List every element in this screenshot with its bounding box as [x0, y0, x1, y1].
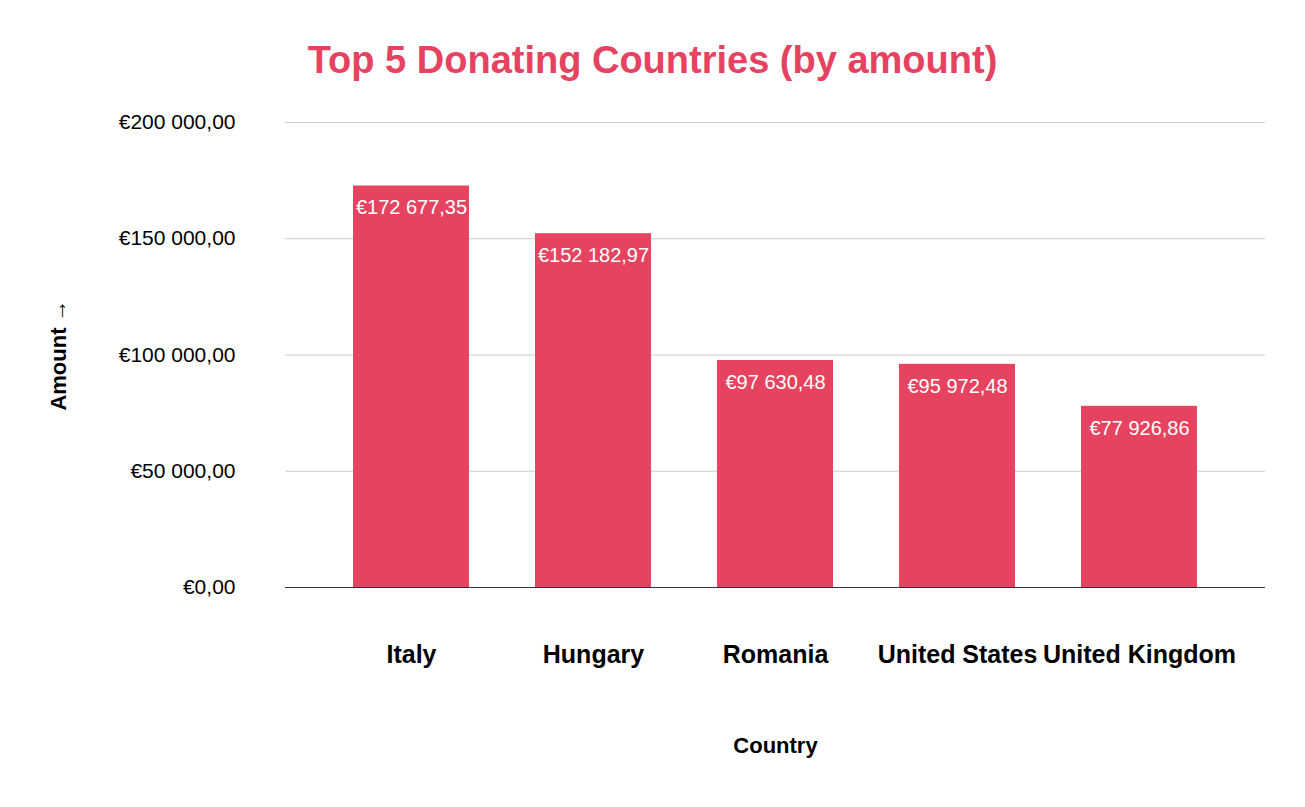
svg-text:Country: Country	[733, 733, 818, 758]
svg-text:€95 972,48: €95 972,48	[907, 375, 1007, 397]
svg-text:€100 000,00: €100 000,00	[119, 343, 236, 366]
svg-text:€97 630,48: €97 630,48	[725, 371, 825, 393]
html-text:Top 5 Donating Countries (by a: Top 5 Donating Countries (by amount)	[307, 39, 998, 81]
svg-text:€172 677,35: €172 677,35	[356, 196, 467, 218]
svg-text:€77 926,86: €77 926,86	[1089, 417, 1189, 439]
svg-text:€152 182,97: €152 182,97	[538, 244, 649, 266]
svg-text:€0,00: €0,00	[183, 575, 236, 598]
svg-text:Amount →: Amount →	[46, 299, 71, 410]
svg-text:United States: United States	[878, 640, 1038, 668]
svg-text:Italy: Italy	[386, 640, 436, 668]
svg-text:€150 000,00: €150 000,00	[119, 226, 236, 249]
svg-text:€50 000,00: €50 000,00	[130, 459, 235, 482]
svg-text:United Kingdom: United Kingdom	[1043, 640, 1236, 668]
svg-text:€200 000,00: €200 000,00	[119, 110, 236, 133]
svg-text:Romania: Romania	[723, 640, 830, 668]
svg-text:Hungary: Hungary	[543, 640, 645, 668]
